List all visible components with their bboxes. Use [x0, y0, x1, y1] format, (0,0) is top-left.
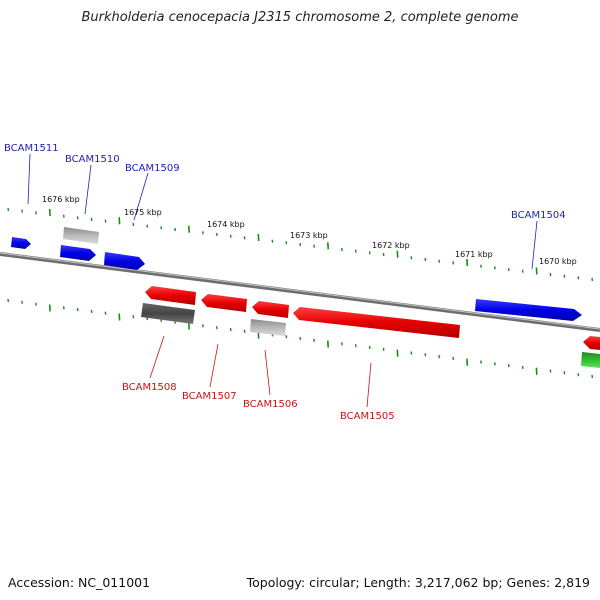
- scale-label-1675: 1675 kbp: [124, 208, 162, 217]
- gene-label-bcam1510[interactable]: BCAM1510: [65, 154, 120, 165]
- gene-label-bcam1505[interactable]: BCAM1505: [340, 411, 395, 422]
- chromosome-backbone-highlight: [0, 252, 600, 330]
- gene-bcam1507[interactable]: [201, 294, 247, 312]
- scale-label-1676: 1676 kbp: [42, 195, 80, 204]
- leader-bcam1509: [133, 172, 149, 221]
- gene-bcam1511[interactable]: [11, 237, 31, 249]
- leader-bcam1508: [149, 335, 165, 379]
- gene-bcam1509[interactable]: [104, 252, 145, 270]
- gene-bcam1508-dark[interactable]: [141, 303, 195, 324]
- gene-bcam1505[interactable]: [293, 307, 460, 338]
- scale-label-1674: 1674 kbp: [207, 220, 245, 229]
- leader-bcam1505: [366, 362, 372, 408]
- leader-bcam1504: [531, 220, 538, 270]
- feature-green-partial[interactable]: [581, 352, 600, 368]
- chromosome-backbone: [0, 252, 600, 332]
- other-features: [581, 352, 600, 368]
- gene-partial-right[interactable]: [583, 336, 600, 350]
- leader-bcam1506: [264, 349, 271, 396]
- reverse-genes: [141, 286, 600, 350]
- gene-bcam1510[interactable]: [60, 245, 96, 261]
- gene-label-bcam1511[interactable]: BCAM1511: [4, 143, 59, 154]
- leader-bcam1510: [84, 164, 92, 215]
- gene-label-bcam1506[interactable]: BCAM1506: [243, 399, 298, 410]
- accession-text: Accession: NC_011001: [8, 575, 151, 590]
- scale-label-1673: 1673 kbp: [290, 231, 328, 240]
- gene-bcam1510-pseudo[interactable]: [63, 227, 99, 244]
- tick-row-forward: [7, 207, 594, 282]
- forward-genes: [11, 227, 582, 321]
- gene-label-bcam1504[interactable]: BCAM1504: [511, 210, 566, 221]
- gene-label-bcam1509[interactable]: BCAM1509: [125, 163, 180, 174]
- scale-label-1670: 1670 kbp: [539, 257, 577, 266]
- gene-bcam1506-pseudo[interactable]: [250, 319, 286, 336]
- scale-label-1671: 1671 kbp: [455, 250, 493, 259]
- gene-label-bcam1507[interactable]: BCAM1507: [182, 391, 237, 402]
- scale-label-1672: 1672 kbp: [372, 241, 410, 250]
- map-title: Burkholderia cenocepacia J2315 chromosom…: [81, 10, 519, 25]
- gene-bcam1508[interactable]: [145, 286, 196, 305]
- gene-bcam1506[interactable]: [252, 301, 289, 318]
- leader-lines: [27, 153, 538, 408]
- gene-label-bcam1508[interactable]: BCAM1508: [122, 382, 177, 393]
- gene-bcam1504[interactable]: [475, 299, 582, 321]
- scale-labels: 1676 kbp 1675 kbp 1674 kbp 1673 kbp 1672…: [42, 195, 577, 266]
- leader-bcam1511: [27, 153, 31, 205]
- topology-text: Topology: circular; Length: 3,217,062 bp…: [246, 575, 590, 590]
- leader-bcam1507: [209, 343, 219, 388]
- gene-labels: BCAM1511 BCAM1510 BCAM1509 BCAM1504 BCAM…: [4, 143, 566, 422]
